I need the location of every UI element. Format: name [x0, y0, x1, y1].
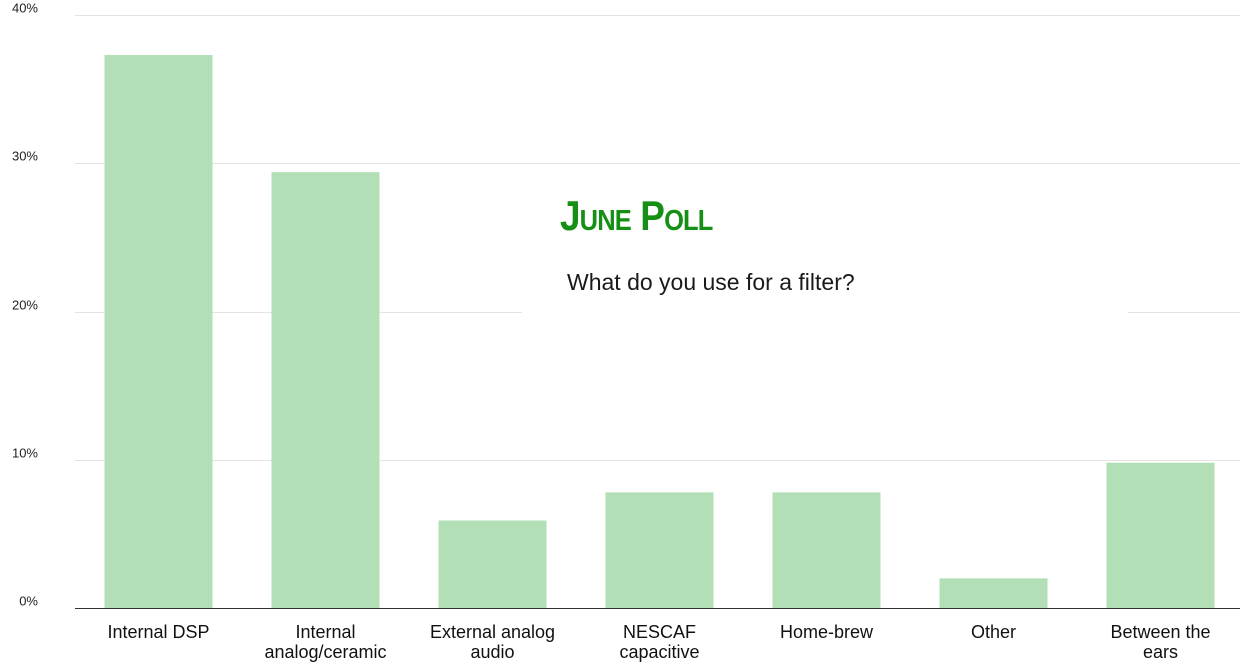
bar — [939, 578, 1048, 608]
x-tick-label: Between the ears — [1110, 622, 1210, 662]
x-tick-label: NESCAF capacitive — [619, 622, 699, 662]
y-tick-label: 30% — [12, 149, 38, 164]
x-tick-label: Home-brew — [780, 622, 874, 642]
bar — [438, 520, 547, 608]
x-tick-label: Internal DSP — [107, 622, 209, 642]
bar — [271, 172, 380, 608]
bar — [104, 55, 213, 608]
y-tick-label: 20% — [12, 298, 38, 313]
chart-title: June Poll — [560, 192, 713, 239]
chart-title-box: June Poll What do you use for a filter? — [522, 185, 1128, 330]
x-tick-label: External analog audio — [430, 622, 555, 662]
chart-subtitle: What do you use for a filter? — [567, 269, 855, 295]
x-tick-label: Other — [971, 622, 1016, 642]
bar — [1106, 462, 1215, 608]
x-axis-labels: Internal DSP Internal analog/ceramic Extern… — [107, 622, 1210, 662]
bar — [772, 492, 881, 608]
y-tick-label: 0% — [19, 594, 38, 609]
y-axis-ticks: 0% 10% 20% 30% 40% — [12, 1, 38, 609]
y-tick-label: 10% — [12, 446, 38, 461]
bar — [605, 492, 714, 608]
x-tick-label: Internal analog/ceramic — [264, 622, 386, 662]
y-tick-label: 40% — [12, 1, 38, 16]
bars — [104, 55, 1215, 608]
